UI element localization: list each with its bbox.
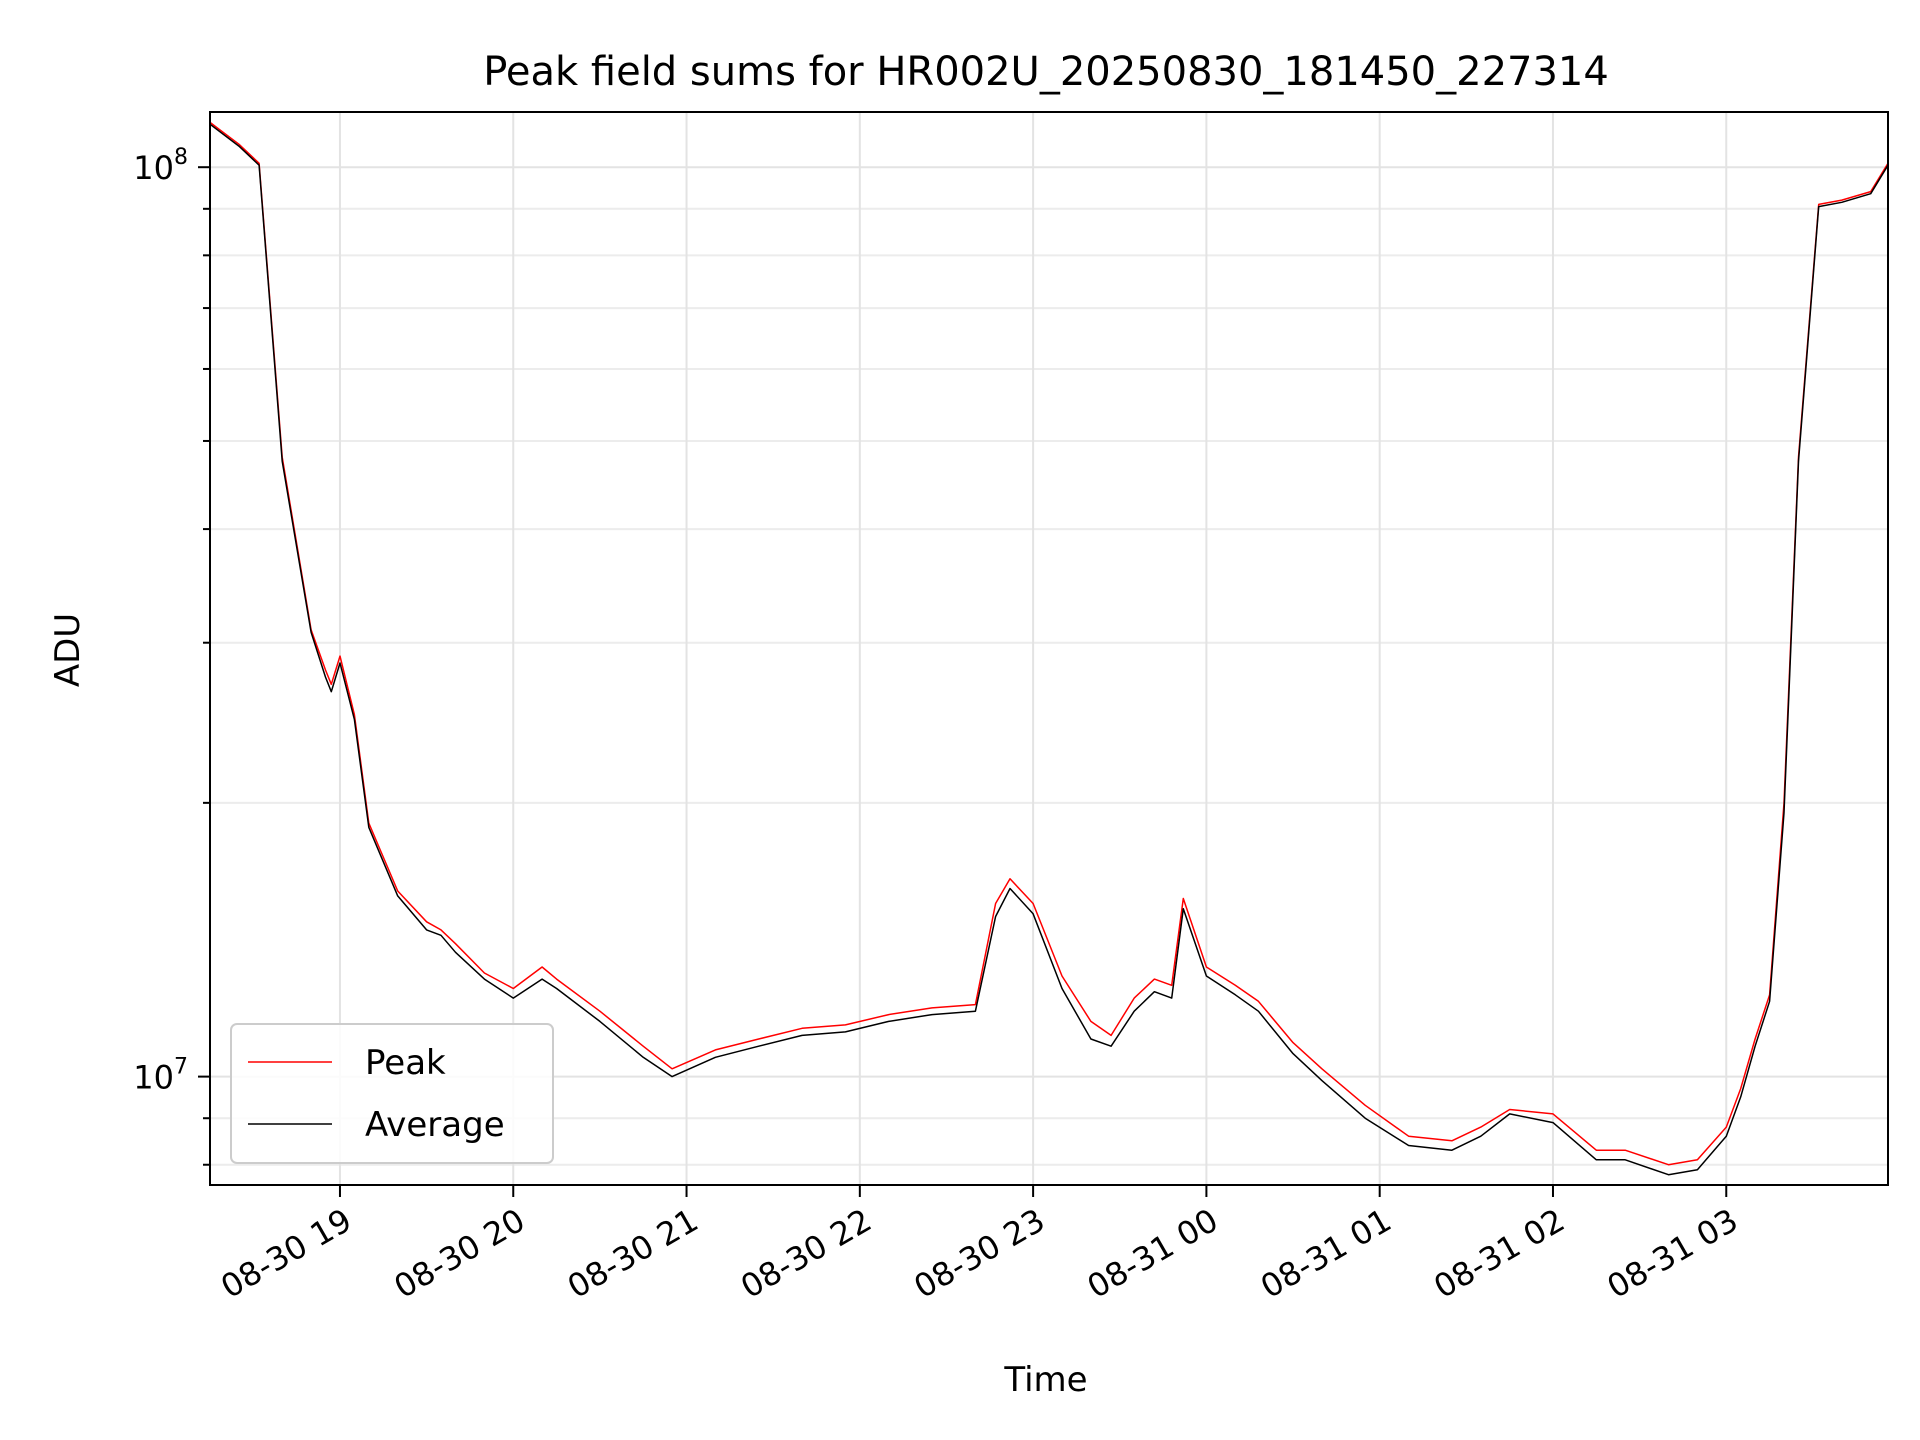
x-axis-label: Time <box>1003 1360 1087 1400</box>
plot-lines <box>209 121 1889 1176</box>
legend-box <box>230 1023 554 1164</box>
legend-label-average: Average <box>365 1105 505 1145</box>
x-tick-label: 08-30 20 <box>388 1201 532 1306</box>
x-tick-label: 08-31 03 <box>1601 1201 1745 1306</box>
y-tick-label: 107 <box>133 1055 188 1097</box>
y-axis-ticks: 107 108 <box>133 145 210 1166</box>
x-tick-label: 08-31 02 <box>1427 1201 1571 1306</box>
series-line-average <box>209 123 1889 1176</box>
x-tick-label: 08-30 22 <box>734 1201 878 1306</box>
chart-title: Peak field sums for HR002U_20250830_1814… <box>483 49 1609 95</box>
y-tick-label: 108 <box>133 145 188 187</box>
x-tick-label: 08-30 21 <box>561 1201 705 1306</box>
x-axis-ticks: 08-30 19 08-30 20 08-30 21 08-30 22 08-30 23… <box>214 1185 1744 1306</box>
legend: Peak Average <box>230 1023 554 1164</box>
x-tick-label: 08-30 23 <box>908 1201 1052 1306</box>
legend-label-peak: Peak <box>365 1043 446 1083</box>
y-axis-label: ADU <box>48 613 88 687</box>
series-line-peak <box>209 121 1889 1166</box>
x-tick-label: 08-31 00 <box>1081 1201 1225 1306</box>
x-tick-label: 08-31 01 <box>1254 1201 1398 1306</box>
plot-frame <box>209 111 1889 1186</box>
x-tick-label: 08-30 19 <box>214 1201 358 1306</box>
